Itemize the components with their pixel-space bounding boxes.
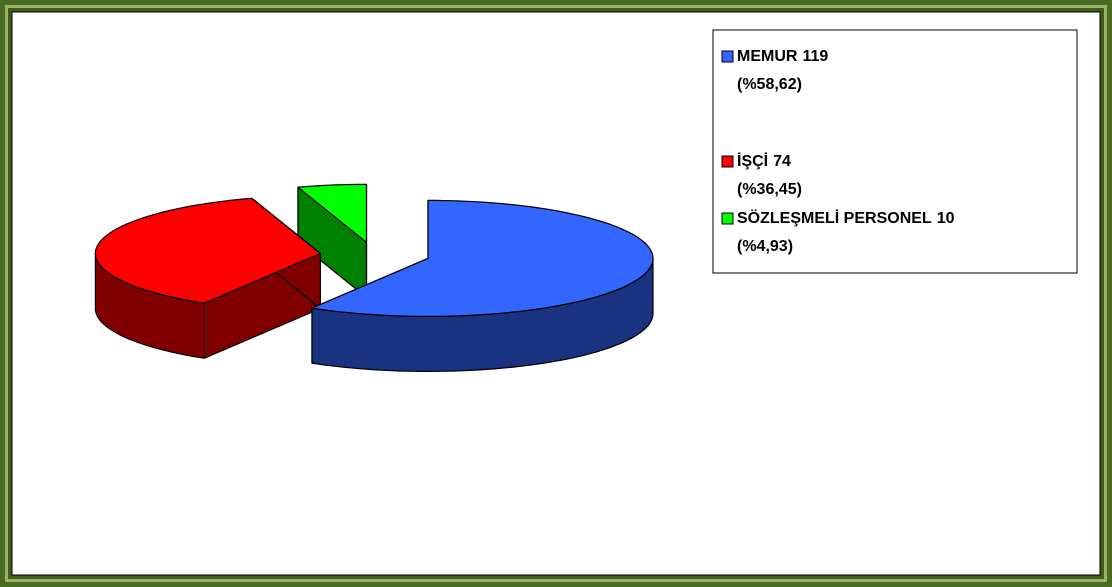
legend-label: SÖZLEŞMELİ PERSONEL 10 [737, 208, 955, 227]
legend-box [712, 29, 1078, 274]
slice-top [297, 183, 368, 243]
legend-percent: (%58,62) [737, 76, 802, 93]
legend-percent: (%4,93) [737, 238, 793, 255]
pie-slice [94, 197, 321, 359]
legend-category: İŞÇİ [737, 152, 768, 170]
legend-count: 10 [937, 210, 955, 227]
legend-swatch [721, 50, 734, 63]
legend-swatch [721, 155, 734, 168]
legend-category: MEMUR [737, 48, 798, 65]
slice-top [311, 199, 654, 317]
legend-swatch [721, 212, 734, 225]
legend-label: MEMUR 119 [737, 48, 828, 65]
legend-category: SÖZLEŞMELİ PERSONEL [737, 208, 932, 227]
pie-slice [311, 199, 654, 372]
legend-count: 119 [802, 48, 828, 65]
legend-percent: (%36,45) [737, 181, 802, 198]
slice-top [94, 197, 321, 304]
legend-label: İŞÇİ 74 [737, 152, 791, 170]
legend-count: 74 [773, 153, 791, 170]
